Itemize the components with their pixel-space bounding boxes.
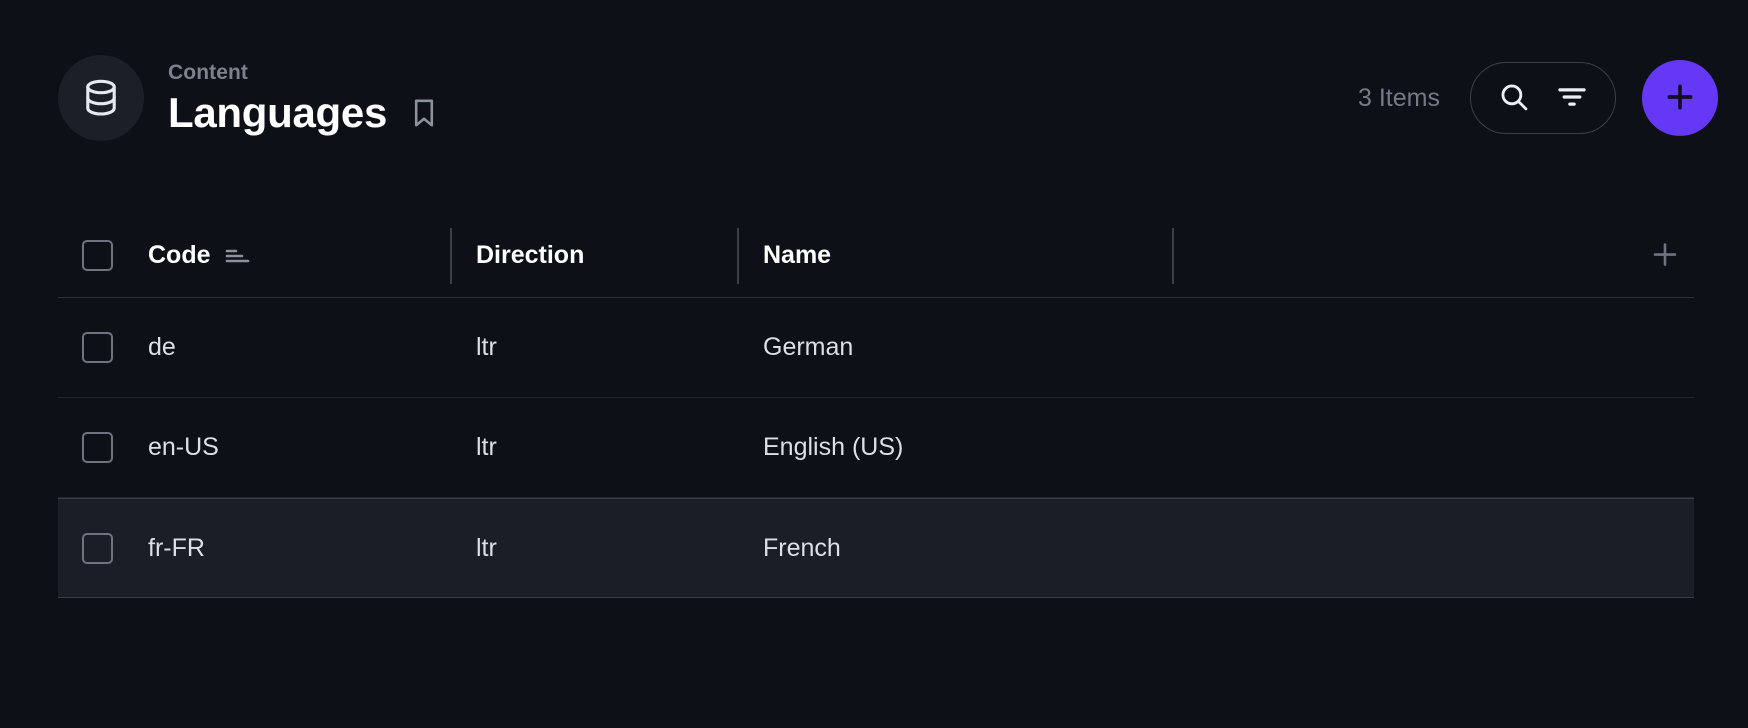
header-left: Content Languages [58, 55, 441, 141]
cell-direction-value: ltr [476, 433, 497, 461]
items-count: 3 Items [1358, 83, 1440, 112]
cell-name: French [737, 534, 1172, 563]
languages-table: Code Direction Name [58, 214, 1694, 598]
row-checkbox-cell [58, 532, 148, 564]
cell-name: English (US) [737, 433, 1172, 462]
column-header-direction[interactable]: Direction [450, 241, 737, 270]
bookmark-icon [411, 97, 437, 132]
cell-code-value: en-US [148, 433, 219, 461]
cell-direction: ltr [450, 433, 737, 462]
row-checkbox-cell [58, 432, 148, 463]
add-item-button[interactable] [1642, 60, 1718, 136]
column-header-name-label: Name [763, 241, 832, 269]
sort-ascending-icon[interactable] [225, 246, 251, 266]
title-block: Content Languages [168, 61, 441, 134]
table-row[interactable]: de ltr German [58, 298, 1694, 398]
select-all-checkbox[interactable] [82, 240, 113, 271]
cell-code: en-US [148, 433, 450, 462]
cell-name-value: German [763, 333, 854, 361]
cell-direction-value: ltr [476, 533, 497, 562]
page-title: Languages [168, 88, 388, 136]
cell-direction: ltr [450, 333, 737, 362]
search-button[interactable] [1497, 80, 1531, 117]
column-header-direction-label: Direction [476, 241, 585, 269]
cell-code-value: de [148, 333, 176, 361]
database-icon [79, 76, 123, 120]
bookmark-button[interactable] [407, 98, 441, 132]
column-header-code[interactable]: Code [148, 241, 450, 270]
table-header-row: Code Direction Name [58, 214, 1694, 298]
entity-avatar [58, 55, 144, 141]
row-select-checkbox[interactable] [82, 532, 113, 564]
cell-code: de [148, 333, 450, 362]
header-actions: 3 Items [1358, 0, 1718, 196]
filter-icon [1555, 80, 1589, 117]
cell-name-value: English (US) [763, 433, 904, 461]
cell-direction: ltr [450, 534, 737, 563]
search-filter-pill[interactable] [1470, 62, 1616, 134]
plus-icon [1650, 239, 1680, 272]
cell-name: German [737, 333, 1172, 362]
add-column-button[interactable] [1650, 239, 1680, 272]
cell-name-value: French [763, 533, 841, 562]
cell-code-value: fr-FR [148, 533, 205, 562]
header-checkbox-cell [58, 240, 148, 271]
column-header-name[interactable]: Name [737, 241, 1172, 270]
search-icon [1497, 80, 1531, 117]
breadcrumb: Content [168, 61, 249, 85]
table-row[interactable]: en-US ltr English (US) [58, 398, 1694, 498]
cell-direction-value: ltr [476, 333, 497, 361]
title-row: Languages [168, 88, 441, 136]
table-row[interactable]: fr-FR ltr French [58, 498, 1694, 598]
page-header: Content Languages 3 Items [0, 0, 1748, 196]
filter-button[interactable] [1555, 80, 1589, 117]
column-header-code-label: Code [148, 241, 211, 269]
row-select-checkbox[interactable] [82, 332, 113, 363]
plus-icon [1663, 80, 1697, 117]
row-checkbox-cell [58, 332, 148, 363]
cell-code: fr-FR [148, 534, 450, 563]
row-select-checkbox[interactable] [82, 432, 113, 463]
